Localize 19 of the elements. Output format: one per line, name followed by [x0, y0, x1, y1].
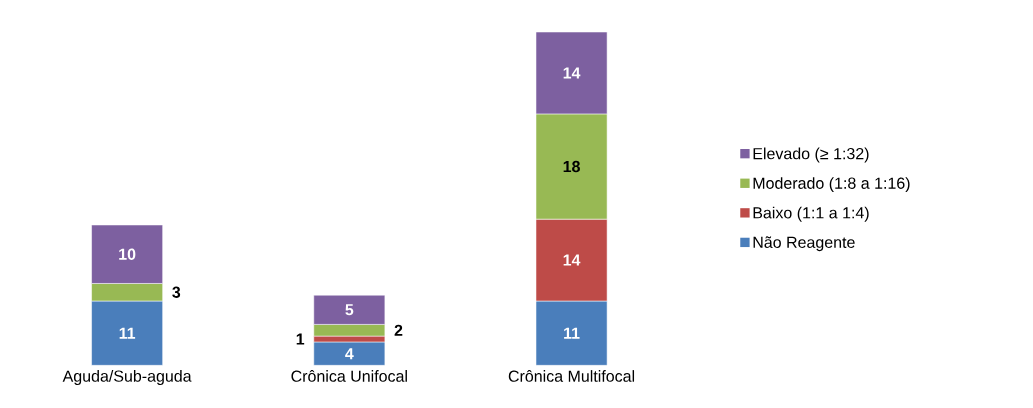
data-label: 10: [119, 248, 136, 260]
data-label: 2: [394, 324, 403, 336]
x-tick-label: Crônica Multifocal: [508, 370, 635, 382]
x-tick-label: Crônica Unifocal: [291, 370, 407, 382]
data-label: 14: [563, 67, 581, 79]
bar: [313, 341, 386, 366]
legend-label: Não Reagente: [753, 236, 855, 252]
x-tick-label: Aguda/Sub-aguda: [62, 370, 192, 385]
data-label: 1: [296, 333, 305, 345]
data-label: 11: [564, 327, 580, 339]
data-label: 11: [119, 327, 136, 339]
legend-label: Elevado (≥ 1:32): [753, 147, 869, 163]
data-label: 4: [345, 348, 354, 360]
data-label: 14: [563, 254, 581, 266]
data-label: 3: [172, 286, 181, 298]
legend-label: Baixo (1:1 a 1:4): [753, 206, 869, 222]
data-label: 5: [345, 304, 354, 316]
legend-label: Moderado (1:8 a 1:16): [753, 177, 910, 193]
data-label: 18: [563, 160, 580, 173]
